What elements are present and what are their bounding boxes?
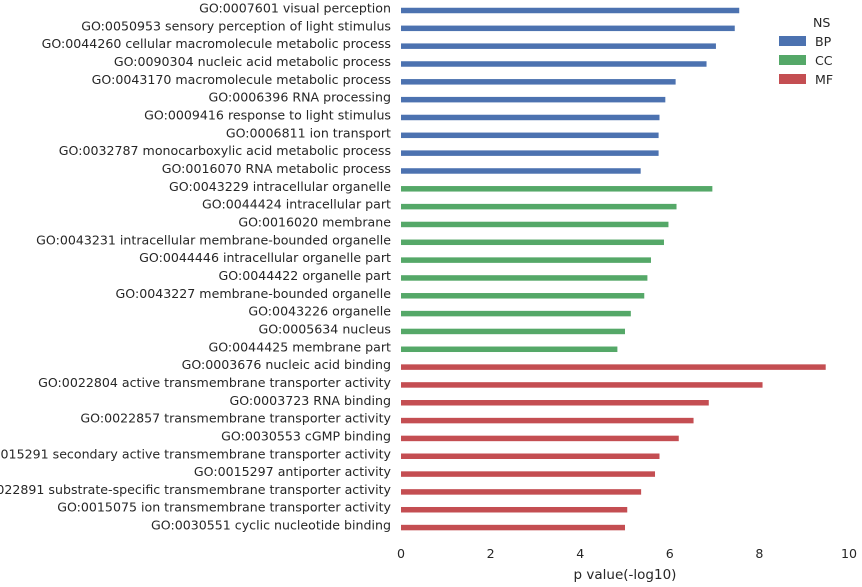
x-tick-label: 0 — [397, 546, 405, 561]
category-label: GO:0090304 nucleic acid metabolic proces… — [114, 54, 391, 69]
bar-bp-0 — [401, 7, 740, 14]
bar-mf-29 — [401, 524, 625, 531]
x-tick-label: 4 — [576, 546, 584, 561]
bar-mf-23 — [401, 417, 694, 424]
category-label: GO:0044260 cellular macromolecule metabo… — [42, 36, 391, 51]
bar-bp-2 — [401, 43, 716, 49]
legend-entry-cc: CC — [779, 51, 859, 69]
legend-entry-bp: BP — [779, 32, 859, 50]
x-tick-labels: 0 2 4 6 8 10 — [397, 546, 857, 561]
category-label: GO:0043229 intracellular organelle — [169, 179, 391, 194]
bar-cc-14 — [401, 257, 651, 263]
bar-cc-12 — [401, 221, 669, 228]
x-axis-label: p value(-log10) — [574, 567, 677, 583]
x-tick-label: 8 — [755, 546, 763, 561]
category-label: GO:0003676 nucleic acid binding — [182, 357, 391, 372]
bar-bp-7 — [401, 132, 659, 139]
bar-cc-10 — [401, 186, 713, 192]
category-label: GO:0044422 organelle part — [219, 268, 392, 283]
category-label: GO:0044446 intracellular organelle part — [139, 250, 391, 265]
category-label: GO:0030553 cGMP binding — [221, 428, 391, 443]
bar-cc-18 — [401, 328, 625, 335]
bar-cc-19 — [401, 346, 618, 353]
bar-bp-5 — [401, 96, 666, 103]
category-label: GO:0044424 intracellular part — [202, 197, 391, 212]
category-label: GO:0043231 intracellular membrane-bounde… — [36, 232, 391, 247]
bar-bp-8 — [401, 150, 659, 156]
bar-cc-15 — [401, 275, 648, 281]
bar-mf-24 — [401, 435, 679, 442]
category-label: GO:0005634 nucleus — [259, 321, 391, 336]
category-label: GO:0007601 visual perception — [199, 1, 391, 16]
bar-cc-16 — [401, 293, 645, 299]
legend-swatch — [779, 74, 806, 84]
bar-mf-25 — [401, 453, 660, 459]
category-label: GO:0016070 RNA metabolic process — [162, 161, 391, 176]
category-label: GO:0043226 organelle — [248, 304, 391, 319]
legend-label: MF — [815, 71, 834, 87]
category-label: GO:0016020 membrane — [238, 214, 391, 229]
legend: NS BP CC MF — [779, 14, 859, 89]
legend-entries: BP CC MF — [779, 32, 859, 88]
legend-label: CC — [815, 52, 833, 68]
category-label: GO:0006811 ion transport — [226, 125, 391, 140]
bar-mf-27 — [401, 489, 642, 495]
category-label: GO:0022857 transmembrane transporter act… — [80, 411, 391, 426]
bar-cc-13 — [401, 239, 664, 246]
bar-bp-4 — [401, 79, 676, 85]
legend-swatch — [779, 36, 806, 46]
bar-mf-20 — [401, 364, 826, 370]
category-label: GO:0009416 response to light stimulus — [144, 107, 391, 122]
category-label: GO:0030551 cyclic nucleotide binding — [151, 518, 391, 533]
x-tick-label: 2 — [487, 546, 495, 561]
category-label: GO:0006396 RNA processing — [209, 90, 391, 105]
category-label: GO:0043227 membrane-bounded organelle — [116, 286, 392, 301]
bar-bp-1 — [401, 25, 735, 32]
legend-swatch — [779, 55, 806, 65]
x-tick-label: 6 — [666, 546, 674, 561]
bar-mf-26 — [401, 471, 656, 477]
legend-entry-mf: MF — [779, 70, 859, 88]
category-label: GO:0050953 sensory perception of light s… — [81, 18, 391, 33]
bars-group — [401, 7, 826, 531]
bar-mf-28 — [401, 506, 628, 513]
bar-cc-17 — [401, 310, 631, 317]
category-label: GO:0044425 membrane part — [208, 339, 391, 354]
category-label: GO:0015075 ion transmembrane transporter… — [57, 500, 391, 515]
category-label: GO:0032787 monocarboxylic acid metabolic… — [59, 143, 391, 158]
category-label: GO:0003723 RNA binding — [229, 393, 391, 408]
legend-label: BP — [815, 33, 832, 49]
category-label: GO:0022804 active transmembrane transpor… — [38, 375, 391, 390]
category-label: GO:0022891 substrate-specific transmembr… — [0, 482, 392, 497]
category-label: GO:0015291 secondary active transmembran… — [0, 446, 392, 461]
category-label: GO:0015297 antiporter activity — [194, 464, 392, 479]
category-labels: GO:0007601 visual perception GO:0050953 s… — [0, 1, 392, 533]
x-tick-label: 10 — [841, 546, 857, 561]
bar-bp-9 — [401, 168, 641, 174]
bar-mf-21 — [401, 382, 763, 388]
legend-title: NS — [813, 15, 831, 30]
bar-bp-6 — [401, 114, 660, 121]
bar-cc-11 — [401, 203, 677, 210]
bar-bp-3 — [401, 61, 707, 67]
bar-mf-22 — [401, 400, 709, 406]
category-label: GO:0043170 macromolecule metabolic proce… — [92, 72, 391, 87]
